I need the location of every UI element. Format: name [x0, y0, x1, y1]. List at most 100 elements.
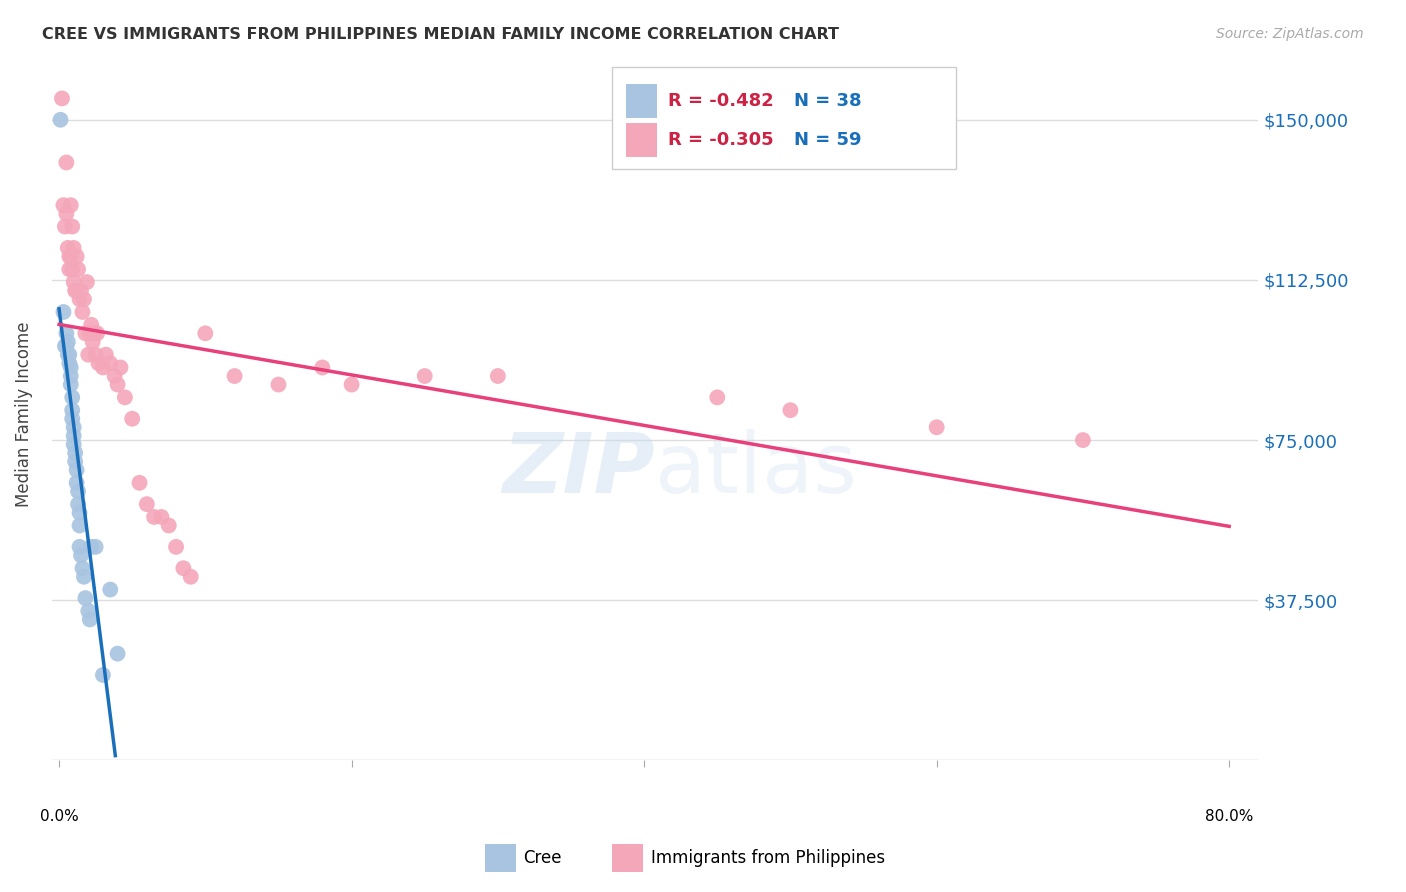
Point [87, 356, 110, 370]
Point [55, 155, 77, 169]
Point [157, 518, 180, 533]
Text: atlas: atlas [655, 429, 856, 510]
Point [143, 510, 166, 524]
Point [267, 377, 290, 392]
Point [55, 339, 77, 353]
Point [98, 582, 121, 597]
Point [77, 604, 100, 618]
Text: 80.0%: 80.0% [1205, 809, 1253, 824]
Y-axis label: Median Family Income: Median Family Income [15, 322, 32, 508]
Point [486, 369, 509, 384]
Point [150, 510, 173, 524]
Point [62, 420, 84, 434]
Point [180, 570, 202, 584]
Point [82, 334, 104, 349]
Point [75, 326, 97, 341]
Point [73, 570, 96, 584]
Point [58, 348, 80, 362]
Point [65, 249, 87, 263]
Point [52, 305, 75, 319]
Point [75, 591, 97, 606]
Point [62, 429, 84, 443]
Point [53, 339, 76, 353]
Point [76, 275, 98, 289]
Point [311, 360, 333, 375]
Point [925, 420, 948, 434]
Point [77, 348, 100, 362]
Point [67, 262, 90, 277]
Text: N = 59: N = 59 [794, 131, 862, 149]
Point [52, 198, 75, 212]
Point [55, 207, 77, 221]
Point [165, 540, 187, 554]
Point [114, 390, 136, 404]
Point [121, 411, 143, 425]
Point [1071, 433, 1094, 447]
Point [59, 377, 82, 392]
Point [135, 497, 157, 511]
Point [73, 292, 96, 306]
Point [72, 305, 94, 319]
Point [62, 437, 84, 451]
Point [413, 369, 436, 384]
Point [110, 360, 132, 375]
Point [59, 360, 82, 375]
Text: 0.0%: 0.0% [39, 809, 79, 824]
Text: CREE VS IMMIGRANTS FROM PHILIPPINES MEDIAN FAMILY INCOME CORRELATION CHART: CREE VS IMMIGRANTS FROM PHILIPPINES MEDI… [42, 27, 839, 42]
Point [60, 390, 83, 404]
Point [86, 326, 108, 341]
Point [60, 403, 83, 417]
Point [91, 360, 114, 375]
Text: R = -0.305: R = -0.305 [668, 131, 773, 149]
Point [60, 219, 83, 234]
Point [49, 112, 72, 127]
Text: Immigrants from Philippines: Immigrants from Philippines [651, 849, 886, 867]
Point [56, 334, 79, 349]
Point [59, 369, 82, 384]
Point [80, 318, 103, 332]
Point [62, 275, 84, 289]
Point [79, 326, 101, 341]
Point [65, 475, 87, 490]
Point [59, 198, 82, 212]
Point [194, 326, 217, 341]
Text: ZIP: ZIP [502, 429, 655, 510]
Point [70, 284, 93, 298]
Point [340, 377, 363, 392]
Point [84, 348, 107, 362]
Point [69, 292, 91, 306]
Point [94, 348, 117, 362]
Point [91, 668, 114, 682]
Point [60, 262, 83, 277]
Point [172, 561, 194, 575]
Point [69, 506, 91, 520]
Point [59, 249, 82, 263]
Text: N = 38: N = 38 [794, 92, 862, 110]
Point [58, 262, 80, 277]
Point [83, 326, 105, 341]
Point [63, 454, 86, 468]
Point [70, 549, 93, 563]
Point [58, 356, 80, 370]
Point [69, 540, 91, 554]
Point [53, 219, 76, 234]
Point [56, 241, 79, 255]
Point [51, 91, 73, 105]
Point [107, 377, 129, 392]
Point [104, 369, 127, 384]
Text: R = -0.482: R = -0.482 [668, 92, 773, 110]
Point [107, 647, 129, 661]
Point [128, 475, 150, 490]
Point [79, 612, 101, 626]
Point [72, 561, 94, 575]
Point [779, 403, 801, 417]
Point [56, 348, 79, 362]
Point [84, 540, 107, 554]
Point [62, 241, 84, 255]
Point [67, 497, 90, 511]
Point [60, 411, 83, 425]
Text: Cree: Cree [523, 849, 561, 867]
Point [65, 284, 87, 298]
Point [63, 446, 86, 460]
Point [65, 463, 87, 477]
